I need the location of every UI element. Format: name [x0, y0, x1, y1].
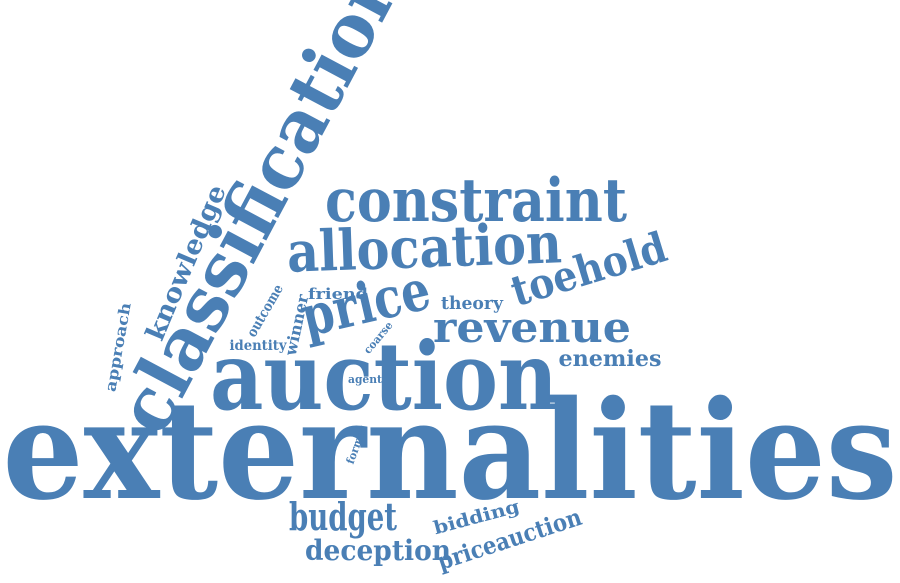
word-identity: identity	[230, 338, 288, 354]
word-deception: deception	[305, 534, 451, 567]
word-enemies: enemies	[559, 346, 662, 372]
word-theory: theory	[441, 293, 504, 314]
word-constraint: constraint	[325, 166, 627, 236]
word-allocation: allocation	[286, 210, 563, 286]
word-budget: budget	[289, 494, 397, 539]
word-externalities: externalities	[3, 371, 898, 531]
word-friend: friend	[308, 285, 369, 303]
word-agent: agent	[348, 373, 383, 386]
word-auction: auction	[210, 322, 558, 432]
word-revenue: revenue	[433, 303, 631, 352]
